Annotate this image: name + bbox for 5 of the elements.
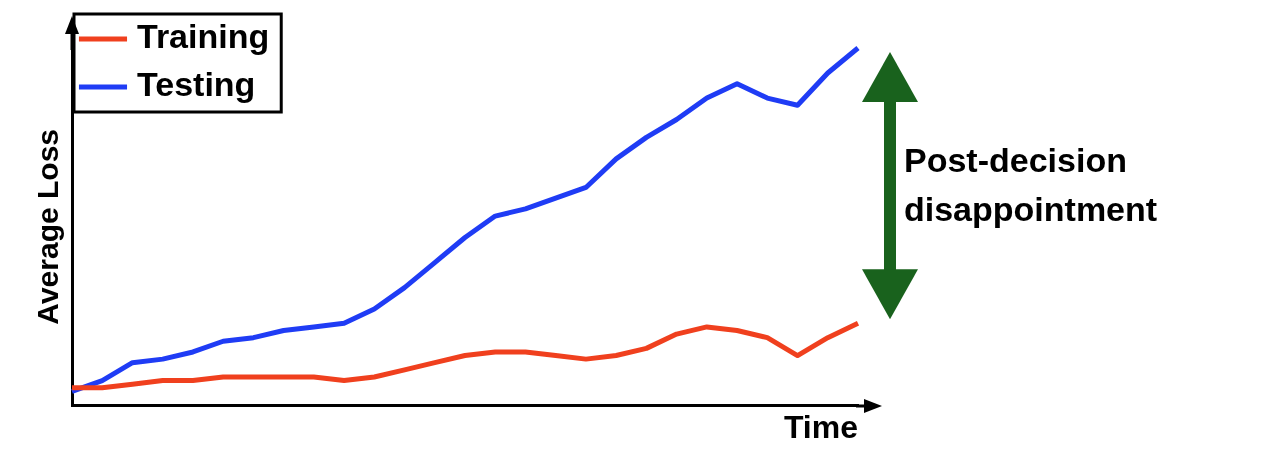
legend-label: Training (137, 17, 270, 56)
legend-label: Testing (137, 65, 256, 104)
text: Post-decision disappointment (904, 139, 1159, 230)
x-axis-title: Time (783, 408, 858, 445)
y-axis-title: Average Loss (31, 128, 65, 325)
